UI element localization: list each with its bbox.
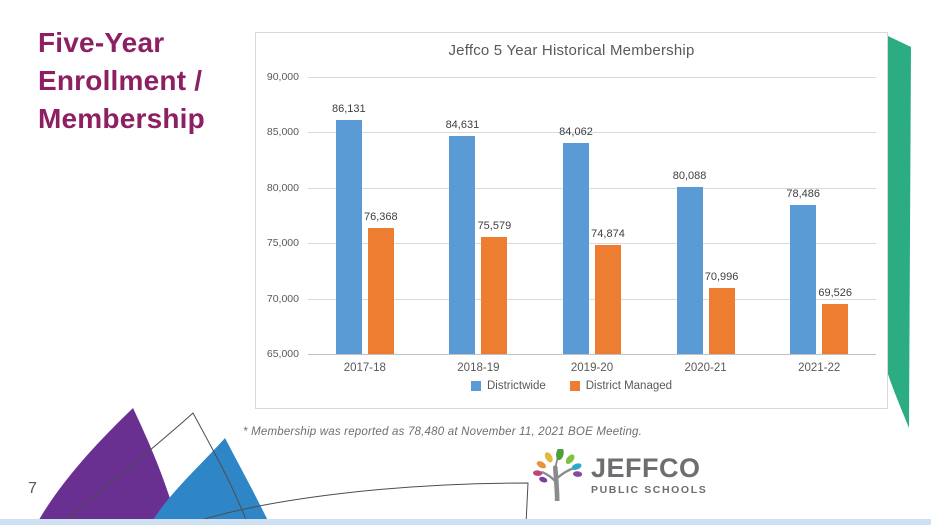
y-axis-label: 75,000	[266, 237, 299, 250]
data-label: 86,131	[331, 102, 366, 115]
bottom-edge-strip	[0, 519, 931, 525]
y-axis-label: 90,000	[266, 71, 299, 83]
bar-district-managed-2020-21[interactable]	[708, 287, 735, 354]
bar-districtwide-2018-19[interactable]	[449, 136, 476, 354]
gridline	[308, 243, 876, 245]
data-label: 75,579	[477, 219, 512, 232]
legend-swatch	[569, 381, 580, 391]
sail-blue-shape	[150, 438, 270, 525]
data-label: 80,088	[672, 169, 707, 182]
bar-district-managed-2021-22[interactable]	[822, 303, 849, 354]
x-axis-label: 2018-19	[457, 362, 500, 374]
slide-title-line: Enrollment /	[38, 65, 203, 96]
x-axis-label: 2017-18	[343, 362, 386, 374]
data-label: 84,062	[559, 125, 593, 138]
gridline	[308, 354, 876, 355]
data-label: 70,996	[704, 270, 739, 283]
logo-text: JEFFCO PUBLIC SCHOOLS	[591, 452, 708, 496]
slide-title-line: Five-Year	[38, 27, 165, 58]
logo-name: JEFFCO	[591, 452, 701, 483]
bar-district-managed-2018-19[interactable]	[481, 236, 508, 354]
legend-label: Districtwide	[486, 380, 546, 392]
x-axis-label: 2020-21	[684, 362, 727, 374]
bar-districtwide-2019-20[interactable]	[563, 142, 589, 354]
chart-legend: Districtwide District Managed	[256, 380, 887, 392]
logo-tree-icon	[533, 449, 583, 501]
membership-chart-frame[interactable]: Jeffco 5 Year Historical Membership 90,0…	[255, 32, 888, 409]
legend-swatch	[470, 381, 481, 391]
data-label: 74,874	[591, 227, 625, 240]
x-axis-label: 2021-22	[798, 362, 841, 374]
legend-item-district-managed[interactable]: District Managed	[569, 380, 673, 392]
y-axis-label: 65,000	[266, 348, 299, 360]
gridline	[308, 77, 876, 78]
bar-district-managed-2019-20[interactable]	[595, 244, 621, 354]
slide-title: Five-Year Enrollment / Membership	[38, 24, 205, 138]
x-axis-label: 2019-20	[570, 362, 614, 374]
jeffco-logo: JEFFCO PUBLIC SCHOOLS	[531, 449, 707, 501]
legend-label: District Managed	[585, 380, 673, 392]
gridline	[308, 298, 876, 300]
sail-purple-shape	[36, 408, 178, 525]
page-number: 7	[28, 480, 37, 497]
slide-title-line: Membership	[38, 103, 205, 134]
footnote: * Membership was reported as 78,480 at N…	[243, 426, 643, 438]
data-label: 78,486	[786, 187, 821, 200]
legend-item-districtwide[interactable]: Districtwide	[470, 380, 546, 392]
bar-districtwide-2021-22[interactable]	[790, 204, 817, 354]
y-axis-label: 70,000	[266, 292, 299, 305]
y-axis-label: 85,000	[266, 126, 299, 139]
ribbon-green-shape	[887, 36, 911, 428]
bar-district-managed-2017-18[interactable]	[367, 228, 394, 354]
chart-plot-area: 90,000 85,000 80,000 75,000 70,000 65,000 2017…	[256, 33, 887, 408]
logo-subtitle: PUBLIC SCHOOLS	[591, 483, 708, 496]
sail-outline-shape	[59, 412, 249, 525]
gridline	[308, 187, 876, 189]
data-label: 76,368	[363, 211, 398, 224]
gridline	[308, 132, 876, 134]
bar-districtwide-2020-21[interactable]	[676, 186, 703, 354]
data-label: 84,631	[445, 119, 480, 132]
data-label: 69,526	[818, 286, 853, 299]
chart-title: Jeffco 5 Year Historical Membership	[448, 42, 695, 59]
bar-districtwide-2017-18[interactable]	[335, 119, 362, 354]
y-axis-label: 80,000	[266, 181, 299, 194]
